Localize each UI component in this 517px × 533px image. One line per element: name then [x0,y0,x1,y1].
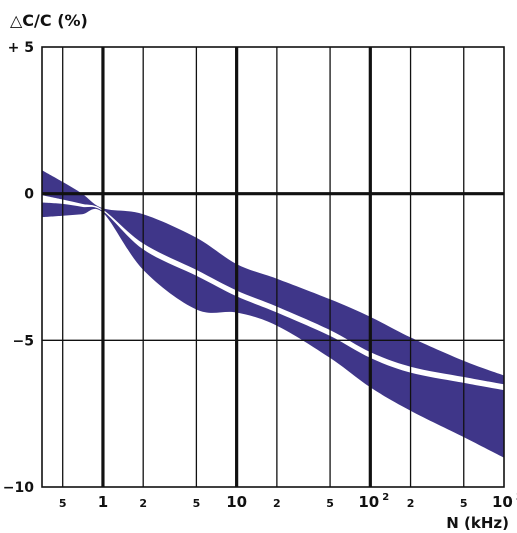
y-tick-label: −10 [3,480,34,496]
y-tick-label: 0 [24,187,34,203]
plot-frame [41,46,505,488]
x-tick-label: 2 [139,497,147,510]
x-tick-label: 1 [98,493,108,511]
x-tick-label: 5 [326,497,334,510]
x-axis-label: N (kHz) [446,514,509,532]
y-axis-label: △C/C (%) [10,11,88,30]
y-tick-label: + 5 [8,40,34,56]
x-tick-label: 2 [407,497,415,510]
x-tick-label: 5 [460,497,468,510]
tolerance-band-2 [42,202,504,458]
x-tick-label: 10 2 [358,492,389,511]
tick-label-layer: + 50−5−105125102510225103 [3,40,517,511]
x-tick-label: 5 [193,497,201,510]
x-tick-label: 10 [226,493,247,511]
grid-layer [41,46,505,488]
x-tick-label: 2 [273,497,281,510]
x-tick-label: 103 [492,492,517,511]
x-tick-label: 5 [59,497,67,510]
tolerance-band-1 [42,170,504,385]
y-tick-label: −5 [13,333,34,349]
band-layer [42,170,504,458]
